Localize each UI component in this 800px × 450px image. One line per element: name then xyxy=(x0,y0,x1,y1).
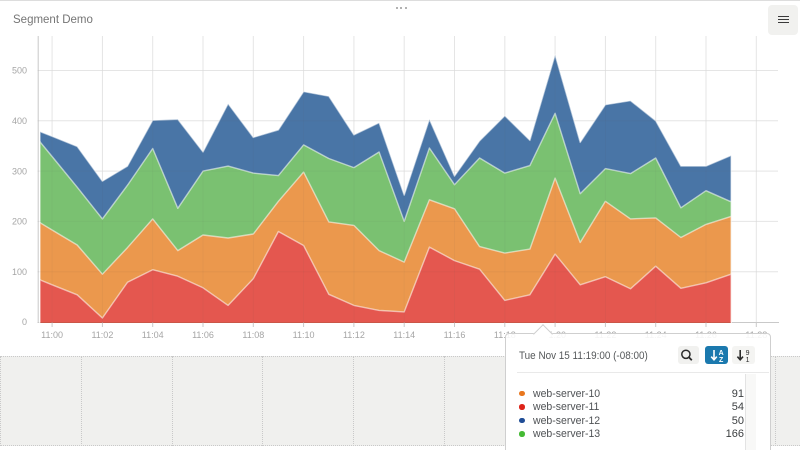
svg-text:11:16: 11:16 xyxy=(444,330,466,340)
svg-text:400: 400 xyxy=(12,116,27,126)
svg-text:0: 0 xyxy=(22,317,27,327)
svg-text:11:14: 11:14 xyxy=(393,330,415,340)
svg-text:100: 100 xyxy=(12,267,27,277)
svg-text:11:04: 11:04 xyxy=(142,330,164,340)
svg-text:11:02: 11:02 xyxy=(91,330,113,340)
svg-text:11:10: 11:10 xyxy=(293,330,315,340)
svg-text:11:00: 11:00 xyxy=(41,330,63,340)
svg-text:11:08: 11:08 xyxy=(242,330,264,340)
svg-text:11:06: 11:06 xyxy=(192,330,214,340)
svg-text:200: 200 xyxy=(12,217,27,227)
svg-text:1: 1 xyxy=(745,357,749,364)
svg-text:300: 300 xyxy=(12,166,27,176)
svg-text:Z: Z xyxy=(719,357,724,364)
svg-text:9: 9 xyxy=(745,350,749,357)
svg-text:11:12: 11:12 xyxy=(343,330,365,340)
svg-text:A: A xyxy=(718,350,723,357)
svg-text:500: 500 xyxy=(12,66,27,76)
